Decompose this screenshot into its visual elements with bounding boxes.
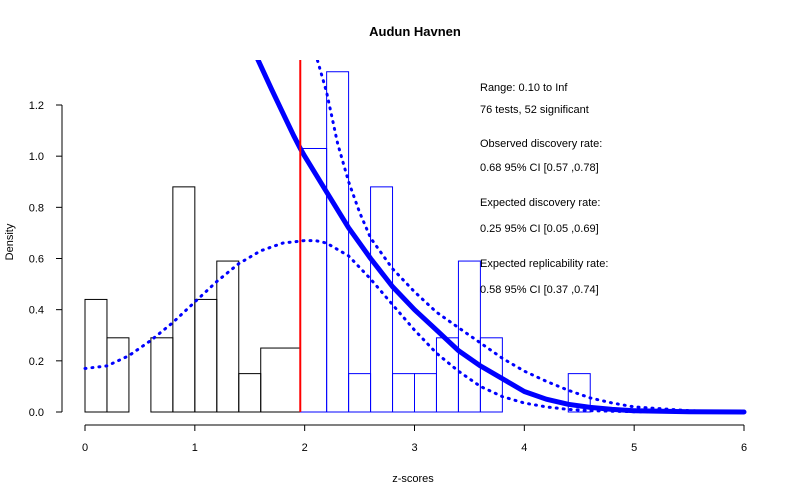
annotation-err-label: Expected replicability rate: — [480, 258, 608, 270]
histogram-bar-significant-7 — [457, 260, 481, 413]
y-tick-label-1: 0.2 — [29, 356, 44, 368]
histogram-bar-significant-5 — [414, 373, 437, 413]
histogram-bar-nonsignificant-4 — [172, 186, 196, 413]
annotation-err-value: 0.58 95% CI [0.37 ,0.74] — [480, 284, 599, 296]
histogram-bar-nonsignificant-6 — [216, 260, 240, 413]
annotation-odr-value: 0.68 95% CI [0.57 ,0.78] — [480, 162, 599, 174]
histogram-bar-significant-1 — [326, 71, 350, 413]
histogram-bar-significant-2 — [348, 373, 372, 413]
density-curves — [83, 60, 747, 415]
y-tick-label-4: 0.8 — [29, 202, 44, 214]
histogram-bar-significant-3 — [370, 186, 394, 413]
x-tick-label-3: 3 — [411, 442, 417, 454]
histogram-bar-significant-8 — [479, 337, 503, 413]
x-axis-label: z-scores — [392, 473, 434, 485]
x-tick-label-5: 5 — [631, 442, 637, 454]
histogram-bar-nonsignificant-0 — [84, 298, 108, 413]
confidence-band-curve-1 — [83, 239, 746, 414]
y-tick-label-0: 0.0 — [29, 407, 44, 419]
annotation-edr-value: 0.25 95% CI [0.05 ,0.69] — [480, 223, 599, 235]
x-tick-label-2: 2 — [302, 442, 308, 454]
histogram — [84, 71, 591, 413]
annotation-edr-label: Expected discovery rate: — [480, 197, 600, 209]
annotations: Range: 0.10 to Inf 76 tests, 52 signific… — [480, 82, 608, 296]
histogram-bar-nonsignificant-8 — [260, 347, 301, 413]
x-tick-label-4: 4 — [521, 442, 527, 454]
histogram-bar-nonsignificant-1 — [106, 337, 130, 413]
y-tick-label-6: 1.2 — [29, 100, 44, 112]
histogram-bar-significant-12 — [567, 373, 591, 413]
y-tick-label-2: 0.4 — [29, 305, 44, 317]
annotation-odr-label: Observed discovery rate: — [480, 138, 602, 150]
y-tick-label-3: 0.6 — [29, 254, 44, 266]
histogram-bar-nonsignificant-3 — [150, 337, 174, 413]
y-axis-label: Density — [4, 223, 16, 260]
fitted-density-curve — [255, 60, 747, 415]
annotation-range: Range: 0.10 to Inf — [480, 82, 568, 94]
x-tick-label-1: 1 — [192, 442, 198, 454]
histogram-bar-nonsignificant-7 — [238, 373, 262, 413]
x-tick-label-6: 6 — [741, 442, 747, 454]
annotation-tests: 76 tests, 52 significant — [480, 104, 589, 116]
chart-title: Audun Havnen — [369, 24, 461, 39]
histogram-bar-significant-4 — [392, 373, 415, 413]
histogram-bar-nonsignificant-5 — [194, 298, 218, 413]
x-tick-label-0: 0 — [82, 442, 88, 454]
y-tick-label-5: 1.0 — [29, 151, 44, 163]
y-axis: 0.0 0.2 0.4 0.6 0.8 1.0 1.2 — [29, 100, 63, 419]
x-axis: 0 1 2 3 4 5 6 — [82, 424, 747, 454]
